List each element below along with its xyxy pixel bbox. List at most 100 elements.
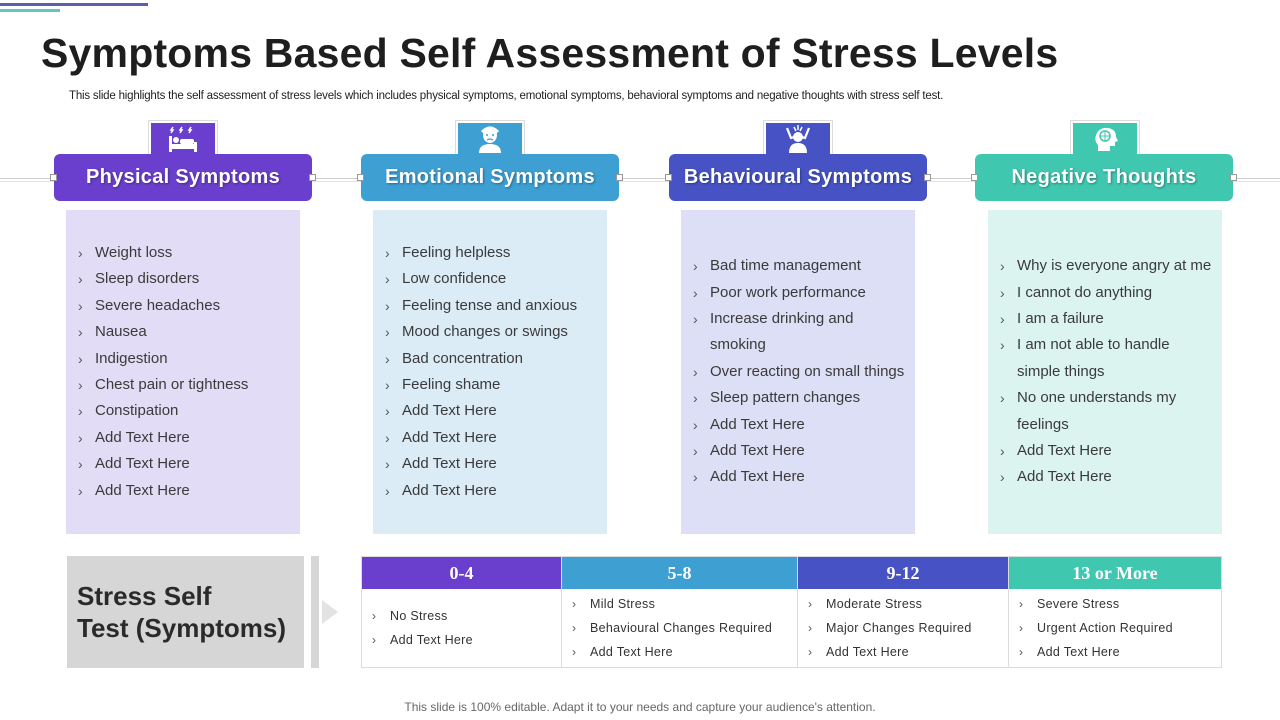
stress-self-test-label: Stress Self Test (Symptoms)	[67, 556, 304, 668]
list-item: › Add Text Here	[385, 451, 597, 477]
list-item: › Major Changes Required	[806, 616, 1000, 640]
chevron-right-icon: ›	[572, 621, 577, 635]
list-item: › Weight loss	[78, 240, 290, 266]
list-item: › Add Text Here	[1000, 438, 1212, 464]
chevron-right-icon: ›	[385, 244, 390, 261]
list-item: › Bad concentration	[385, 346, 597, 372]
list-item: › Add Text Here	[385, 478, 597, 504]
chevron-right-icon: ›	[808, 645, 813, 659]
chevron-right-icon: ›	[385, 350, 390, 367]
list-item: › Severe headaches	[78, 293, 290, 319]
list-item: › No one understands my feelings	[1000, 385, 1212, 438]
behavioural-icon-box	[764, 121, 832, 157]
chevron-right-icon: ›	[385, 482, 390, 499]
score-column-13-plus: 13 or More › Severe Stress › Urgent Action…	[1009, 557, 1221, 667]
list-item: › I am a failure	[1000, 306, 1212, 332]
list-item: › Severe Stress	[1017, 592, 1213, 616]
chevron-right-icon: ›	[1019, 645, 1024, 659]
list-item: › Constipation	[78, 398, 290, 424]
chevron-right-icon: ›	[693, 469, 698, 486]
bed-icon	[169, 126, 197, 152]
chevron-right-icon: ›	[385, 297, 390, 314]
list-item: › Add Text Here	[693, 464, 905, 490]
top-accent-bar-secondary	[0, 9, 60, 12]
chevron-right-icon: ›	[372, 633, 377, 647]
list-item: › No Stress	[370, 604, 553, 628]
score-column-0-4: 0-4 › No Stress › Add Text Here	[362, 557, 562, 667]
score-range-header: 5-8	[562, 557, 797, 589]
list-item: › Add Text Here	[1000, 464, 1212, 490]
behavioural-symptoms-header: Behavioural Symptoms	[669, 154, 927, 201]
chevron-right-icon: ›	[1000, 443, 1005, 460]
score-range-header: 13 or More	[1009, 557, 1221, 589]
pill-handle	[616, 174, 623, 181]
chevron-right-icon: ›	[808, 597, 813, 611]
page-title: Symptoms Based Self Assessment of Stress…	[41, 30, 1059, 76]
head-brain-icon	[1095, 127, 1118, 151]
chevron-right-icon: ›	[78, 456, 83, 473]
list-item: › Add Text Here	[1017, 640, 1213, 664]
chevron-right-icon: ›	[78, 482, 83, 499]
chevron-right-icon: ›	[693, 284, 698, 301]
footer-note: This slide is 100% editable. Adapt it to…	[404, 700, 876, 714]
negative-thoughts-header: Negative Thoughts	[975, 154, 1233, 201]
emotional-icon-box	[456, 121, 524, 157]
chevron-right-icon: ›	[385, 403, 390, 420]
chevron-right-icon: ›	[693, 363, 698, 380]
list-item: › Add Text Here	[78, 451, 290, 477]
pill-handle	[665, 174, 672, 181]
emotional-symptoms-header: Emotional Symptoms	[361, 154, 619, 201]
chevron-right-icon: ›	[1000, 337, 1005, 354]
list-item: › Why is everyone angry at me	[1000, 253, 1212, 279]
list-item: › I am not able to handle simple things	[1000, 332, 1212, 385]
chevron-right-icon: ›	[693, 310, 698, 327]
stress-label-line2: Test (Symptoms)	[77, 613, 286, 643]
chevron-right-icon: ›	[78, 297, 83, 314]
chevron-right-icon: ›	[693, 390, 698, 407]
list-item: › Add Text Here	[78, 425, 290, 451]
behavioural-symptoms-card: › Bad time management › Poor work performa…	[681, 210, 915, 534]
chevron-right-icon: ›	[78, 429, 83, 446]
list-item: › Feeling shame	[385, 372, 597, 398]
list-item: › Moderate Stress	[806, 592, 1000, 616]
list-item: › Bad time management	[693, 253, 905, 279]
list-item: › Over reacting on small things	[693, 359, 905, 385]
list-item: › Add Text Here	[78, 478, 290, 504]
chevron-right-icon: ›	[1000, 390, 1005, 407]
list-item: › Feeling tense and anxious	[385, 293, 597, 319]
chevron-right-icon: ›	[808, 621, 813, 635]
list-item: › Urgent Action Required	[1017, 616, 1213, 640]
connector-line-secondary	[0, 181, 1280, 182]
emotional-symptoms-card: › Feeling helpless › Low confidence › Feeli…	[373, 210, 607, 534]
top-accent-bar	[0, 3, 148, 6]
pill-handle	[357, 174, 364, 181]
stressed-person-icon	[785, 125, 811, 153]
list-item: › Add Text Here	[385, 398, 597, 424]
pill-handle	[1230, 174, 1237, 181]
list-item: › Behavioural Changes Required	[570, 616, 789, 640]
chevron-right-icon: ›	[385, 377, 390, 393]
list-item: › Add Text Here	[693, 438, 905, 464]
chevron-right-icon: ›	[78, 324, 83, 341]
connector-line	[0, 178, 1280, 179]
chevron-right-icon: ›	[1019, 621, 1024, 635]
pill-handle	[924, 174, 931, 181]
sad-person-icon	[479, 126, 501, 153]
arrow-right-icon	[322, 600, 338, 624]
chevron-right-icon: ›	[1000, 284, 1005, 301]
stress-label-bar	[311, 556, 319, 668]
list-item: › Mood changes or swings	[385, 319, 597, 345]
chevron-right-icon: ›	[78, 271, 83, 288]
chevron-right-icon: ›	[385, 271, 390, 288]
chevron-right-icon: ›	[78, 377, 83, 393]
chevron-right-icon: ›	[78, 350, 83, 367]
list-item: › Indigestion	[78, 346, 290, 372]
score-range-header: 0-4	[362, 557, 561, 589]
list-item: › Add Text Here	[370, 628, 553, 652]
chevron-right-icon: ›	[1000, 310, 1005, 327]
physical-symptoms-header: Physical Symptoms	[54, 154, 312, 201]
chevron-right-icon: ›	[693, 443, 698, 460]
list-item: › Poor work performance	[693, 280, 905, 306]
negative-icon-box	[1071, 121, 1139, 157]
list-item: › Sleep pattern changes	[693, 385, 905, 411]
